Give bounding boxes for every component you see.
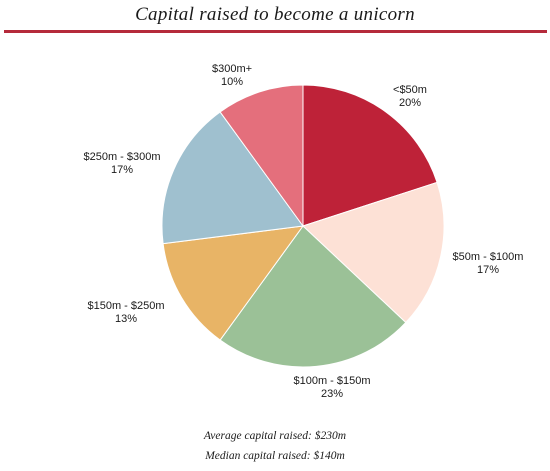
median-capital-note: Median capital raised: $140m: [205, 450, 345, 462]
pie-slice: [161, 111, 304, 245]
slice-label: $250m - $300m: [83, 151, 160, 163]
pie-slice: [302, 84, 438, 227]
pie-slices: [161, 84, 445, 368]
chart-title: Capital raised to become a unicorn: [135, 4, 415, 25]
slice-label: $50m - $100m: [453, 251, 524, 263]
slice-label: <$50m: [393, 84, 427, 96]
slice-label: $150m - $250m: [87, 300, 164, 312]
slice-label: $300m+: [212, 63, 252, 75]
average-capital-note: Average capital raised: $230m: [203, 430, 347, 442]
slice-percent-label: 20%: [399, 97, 421, 109]
title-rule: [4, 30, 547, 33]
slice-percent-label: 23%: [321, 388, 343, 400]
pie-slice: [162, 225, 305, 341]
slice-label: $100m - $150m: [293, 375, 370, 387]
slice-percent-label: 17%: [111, 164, 133, 176]
pie-slice: [302, 181, 445, 324]
slice-percent-label: 13%: [115, 313, 137, 325]
slice-percent-label: 17%: [477, 264, 499, 276]
slice-percent-label: 10%: [221, 76, 243, 88]
pie-slice: [219, 225, 407, 368]
pie-slice: [219, 84, 304, 228]
